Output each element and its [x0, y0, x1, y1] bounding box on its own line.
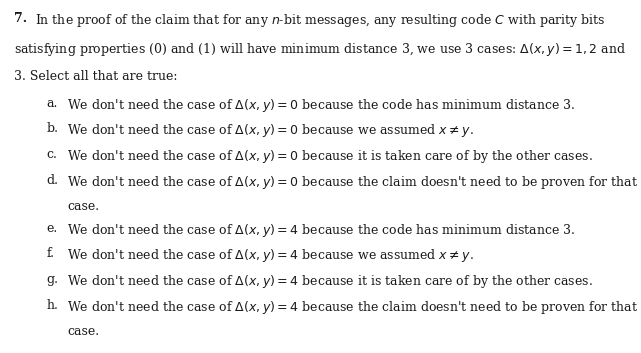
Text: We don't need the case of $\Delta(x, y) = 4$ because the claim doesn't need to b: We don't need the case of $\Delta(x, y) … — [67, 299, 638, 316]
Text: b.: b. — [46, 122, 58, 136]
Text: We don't need the case of $\Delta(x, y) = 0$ because we assumed $x \neq y$.: We don't need the case of $\Delta(x, y) … — [67, 122, 474, 139]
Text: 3. Select all that are true:: 3. Select all that are true: — [14, 70, 178, 83]
Text: We don't need the case of $\Delta(x, y) = 4$ because it is taken care of by the : We don't need the case of $\Delta(x, y) … — [67, 273, 594, 290]
Text: f.: f. — [46, 247, 54, 261]
Text: d.: d. — [46, 174, 58, 187]
Text: We don't need the case of $\Delta(x, y) = 0$ because the claim doesn't need to b: We don't need the case of $\Delta(x, y) … — [67, 174, 638, 191]
Text: e.: e. — [46, 222, 58, 235]
Text: c.: c. — [46, 148, 57, 161]
Text: We don't need the case of $\Delta(x, y) = 4$ because we assumed $x \neq y$.: We don't need the case of $\Delta(x, y) … — [67, 247, 474, 264]
Text: We don't need the case of $\Delta(x, y) = 0$ because it is taken care of by the : We don't need the case of $\Delta(x, y) … — [67, 148, 594, 165]
Text: case.: case. — [67, 325, 99, 338]
Text: a.: a. — [46, 97, 58, 110]
Text: 7.: 7. — [14, 12, 27, 25]
Text: We don't need the case of $\Delta(x, y) = 4$ because the code has minimum distan: We don't need the case of $\Delta(x, y) … — [67, 222, 576, 239]
Text: satisfying properties (0) and (1) will have minimum distance 3, we use 3 cases: : satisfying properties (0) and (1) will h… — [14, 41, 626, 58]
Text: h.: h. — [46, 299, 58, 312]
Text: case.: case. — [67, 200, 99, 213]
Text: g.: g. — [46, 273, 58, 286]
Text: We don't need the case of $\Delta(x, y) = 0$ because the code has minimum distan: We don't need the case of $\Delta(x, y) … — [67, 97, 576, 114]
Text: In the proof of the claim that for any $n$-bit messages, any resulting code $C$ : In the proof of the claim that for any $… — [35, 12, 605, 29]
